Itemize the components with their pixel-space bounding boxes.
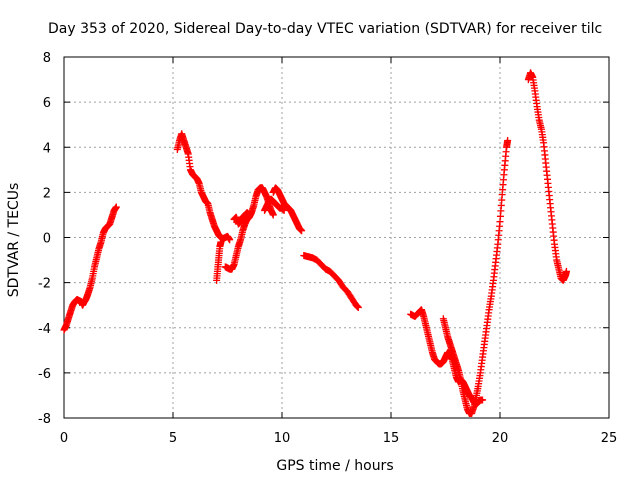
data-segment	[221, 184, 277, 273]
y-tick-label: -6	[38, 367, 51, 382]
data-segment	[173, 130, 234, 244]
chart-title: Day 353 of 2020, Sidereal Day-to-day VTE…	[48, 21, 602, 37]
data-point-marker	[504, 136, 512, 144]
data-segment	[230, 209, 253, 228]
y-axis-title: SDTVAR / TECUs	[6, 183, 22, 298]
x-tick-label: 15	[383, 431, 400, 446]
grid-lines	[64, 57, 609, 418]
data-point-marker	[280, 206, 288, 214]
y-tick-label: 6	[43, 96, 51, 111]
x-tick-label: 20	[492, 431, 509, 446]
tick-labels: 0 5 10 15 20 25 -8 -6 -4 -2 0 2 4 6 8	[38, 51, 617, 446]
data-point-marker	[245, 211, 253, 219]
data-point-marker	[226, 236, 234, 244]
data-series-tilc	[60, 69, 570, 417]
data-segment	[524, 69, 570, 284]
data-point-marker	[298, 227, 306, 235]
x-tick-label: 25	[601, 431, 618, 446]
x-tick-label: 5	[169, 431, 177, 446]
x-tick-label: 10	[274, 431, 291, 446]
y-tick-label: -2	[38, 277, 51, 292]
y-tick-label: 0	[43, 232, 51, 247]
data-segment	[213, 238, 225, 284]
axis-ticks	[63, 56, 610, 419]
y-tick-label: -4	[38, 322, 51, 337]
data-point-marker	[269, 211, 277, 219]
y-tick-label: 2	[43, 186, 51, 201]
x-axis-title: GPS time / hours	[276, 458, 393, 474]
data-segment	[269, 184, 306, 235]
y-tick-label: -8	[38, 412, 51, 427]
data-segment	[300, 252, 362, 311]
y-tick-label: 4	[43, 141, 51, 156]
data-point-marker	[112, 203, 120, 211]
data-point-marker	[217, 238, 225, 246]
data-segment	[60, 203, 120, 334]
data-segment	[261, 195, 288, 214]
data-point-marker	[479, 396, 487, 404]
data-point-marker	[562, 267, 570, 275]
data-segment	[439, 136, 512, 417]
y-tick-label: 8	[43, 51, 51, 66]
data-point-marker	[354, 303, 362, 311]
x-tick-label: 0	[60, 431, 68, 446]
